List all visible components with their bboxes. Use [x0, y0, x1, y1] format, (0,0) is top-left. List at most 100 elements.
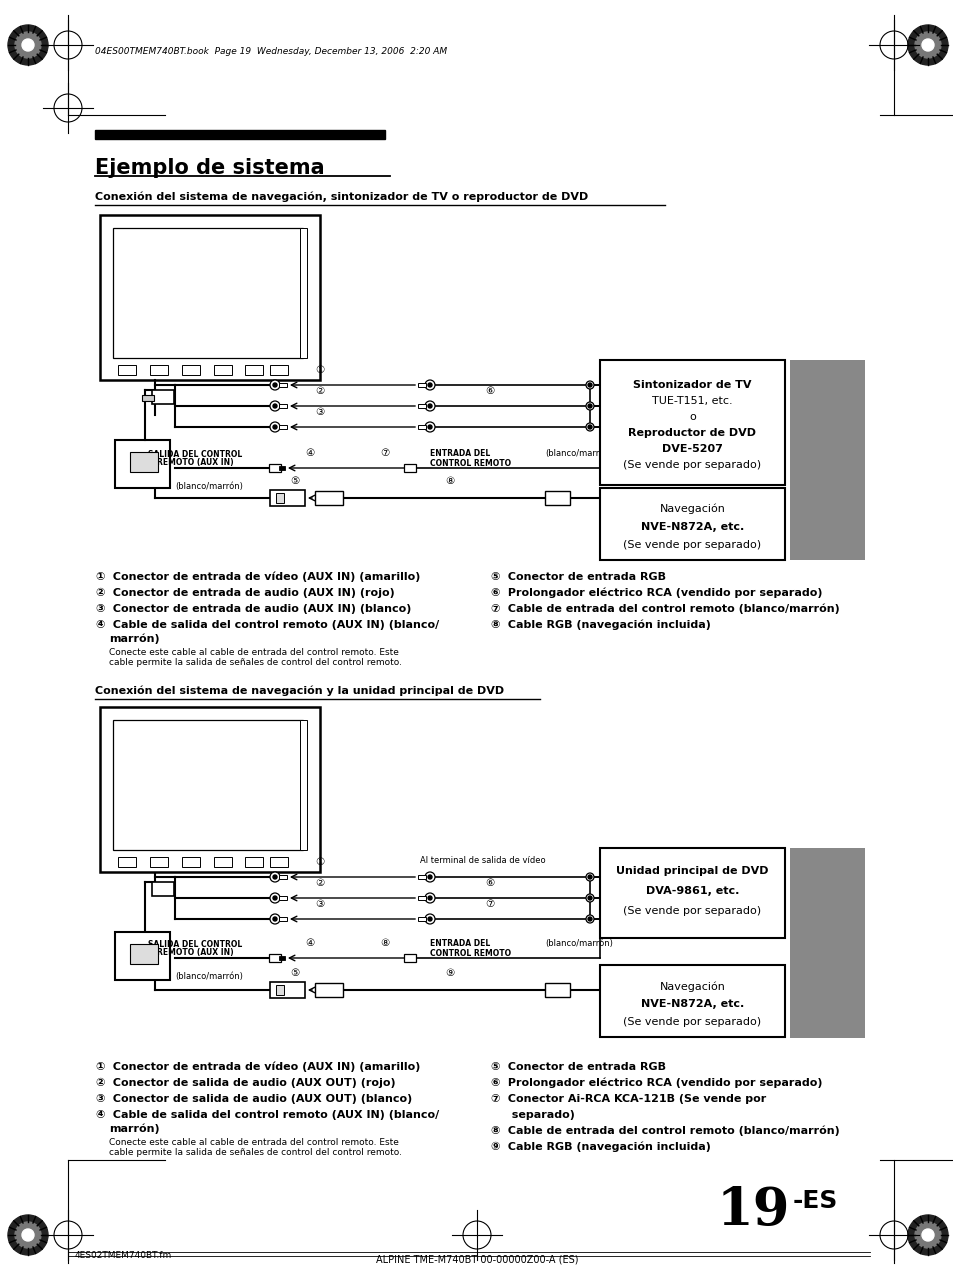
Circle shape [585, 403, 594, 410]
Circle shape [15, 32, 41, 58]
Text: DVE-5207: DVE-5207 [661, 443, 722, 454]
Circle shape [428, 875, 432, 879]
Bar [599, 965, 784, 1036]
Bar [115, 932, 170, 980]
Text: SALIDA DEL CONTROL: SALIDA DEL CONTROL [148, 450, 242, 459]
Bar [245, 858, 263, 866]
Bar [417, 426, 426, 429]
Text: ③: ③ [95, 604, 104, 613]
Circle shape [424, 872, 435, 882]
Text: Unidad principal de DVD: Unidad principal de DVD [616, 866, 768, 875]
Text: ②: ② [315, 386, 324, 396]
Circle shape [587, 404, 592, 408]
Circle shape [8, 1215, 48, 1255]
Text: ⑥: ⑥ [485, 386, 494, 396]
Text: CONTROL REMOTO: CONTROL REMOTO [430, 950, 511, 958]
Text: Prolongador eléctrico RCA (vendido por separado): Prolongador eléctrico RCA (vendido por s… [503, 1079, 821, 1089]
Circle shape [585, 873, 594, 881]
Text: Cable RGB (navegación incluida): Cable RGB (navegación incluida) [503, 1143, 710, 1153]
Bar [100, 707, 319, 872]
Circle shape [921, 40, 933, 51]
Circle shape [914, 32, 940, 58]
Circle shape [424, 401, 435, 412]
Circle shape [424, 914, 435, 924]
Bar [278, 383, 287, 387]
Text: ⑤: ⑤ [290, 967, 299, 978]
Text: separado): separado) [503, 1111, 575, 1120]
Bar [278, 404, 287, 408]
Text: ④: ④ [95, 1111, 104, 1120]
Circle shape [585, 915, 594, 923]
Text: ①: ① [95, 573, 104, 581]
Text: (blanco/marrón): (blanco/marrón) [174, 482, 243, 491]
Circle shape [585, 895, 594, 902]
Text: 4ES02TMEM740BT.fm: 4ES02TMEM740BT.fm [75, 1251, 172, 1260]
Text: Cable de entrada del control remoto (blanco/marrón): Cable de entrada del control remoto (bla… [503, 604, 839, 615]
Bar [314, 983, 343, 997]
Circle shape [907, 26, 947, 65]
Circle shape [273, 896, 276, 900]
Text: ENTRADA DEL: ENTRADA DEL [430, 939, 490, 948]
Bar [245, 366, 263, 374]
Text: NVE-N872A, etc.: NVE-N872A, etc. [640, 521, 743, 532]
Text: NVE-N872A, etc.: NVE-N872A, etc. [640, 999, 743, 1010]
Circle shape [273, 404, 276, 408]
Text: Navegación: Navegación [659, 982, 724, 992]
Bar [150, 366, 168, 374]
Text: Ejemplo de sistema: Ejemplo de sistema [95, 158, 324, 178]
Text: (Se vende por separado): (Se vende por separado) [622, 1017, 760, 1028]
Text: TUE-T151, etc.: TUE-T151, etc. [652, 396, 732, 406]
Bar [299, 227, 307, 358]
Circle shape [424, 893, 435, 904]
Text: ⑥: ⑥ [490, 588, 498, 598]
Circle shape [15, 1222, 41, 1249]
Bar [269, 953, 281, 962]
Text: Conector de entrada RGB: Conector de entrada RGB [503, 1062, 665, 1072]
Bar [213, 858, 232, 866]
Text: ③: ③ [95, 1094, 104, 1104]
Bar [112, 720, 303, 850]
Text: ⑤: ⑤ [490, 1062, 498, 1072]
Circle shape [270, 401, 280, 412]
Circle shape [585, 381, 594, 389]
Text: Cable RGB (navegación incluida): Cable RGB (navegación incluida) [503, 620, 710, 630]
Bar [130, 944, 158, 964]
Circle shape [273, 875, 276, 879]
Text: ALPINE TME-M740BT 00-00000Z00-A (ES): ALPINE TME-M740BT 00-00000Z00-A (ES) [375, 1254, 578, 1264]
Text: ③: ③ [315, 898, 324, 909]
Bar [403, 464, 416, 472]
Text: -ES: -ES [792, 1189, 838, 1213]
Bar [142, 395, 153, 401]
Text: ⑨: ⑨ [445, 967, 455, 978]
Text: Conector de salida de audio (AUX OUT) (rojo): Conector de salida de audio (AUX OUT) (r… [109, 1079, 395, 1088]
Text: ②: ② [315, 878, 324, 888]
Circle shape [270, 380, 280, 390]
Text: REMOTO (AUX IN): REMOTO (AUX IN) [156, 458, 233, 466]
Text: Cable de entrada del control remoto (blanco/marrón): Cable de entrada del control remoto (bla… [503, 1126, 839, 1136]
Text: SALIDA DEL CONTROL: SALIDA DEL CONTROL [148, 941, 242, 950]
Text: Al terminal de salida de vídeo: Al terminal de salida de vídeo [419, 856, 545, 865]
Bar [544, 983, 569, 997]
Text: 19: 19 [716, 1185, 789, 1236]
Bar [118, 366, 136, 374]
Text: ⑦: ⑦ [490, 1094, 498, 1104]
Text: Prolongador eléctrico RCA (vendido por separado): Prolongador eléctrico RCA (vendido por s… [503, 588, 821, 598]
Circle shape [428, 918, 432, 921]
Text: REMOTO (AUX IN): REMOTO (AUX IN) [156, 948, 233, 957]
Bar [417, 383, 426, 387]
Bar [789, 849, 864, 1038]
Text: ⑨: ⑨ [490, 1143, 498, 1151]
Text: ④: ④ [305, 938, 314, 948]
Circle shape [428, 896, 432, 900]
Text: ④: ④ [305, 449, 314, 458]
Text: ③: ③ [315, 406, 324, 417]
Bar [270, 982, 305, 998]
Circle shape [587, 426, 592, 429]
Bar [299, 720, 307, 850]
Bar [403, 953, 416, 962]
Text: Conecte este cable al cable de entrada del control remoto. Este
cable permite la: Conecte este cable al cable de entrada d… [109, 1137, 401, 1158]
Bar [95, 130, 385, 139]
Bar [118, 858, 136, 866]
Bar [182, 366, 200, 374]
Circle shape [270, 914, 280, 924]
